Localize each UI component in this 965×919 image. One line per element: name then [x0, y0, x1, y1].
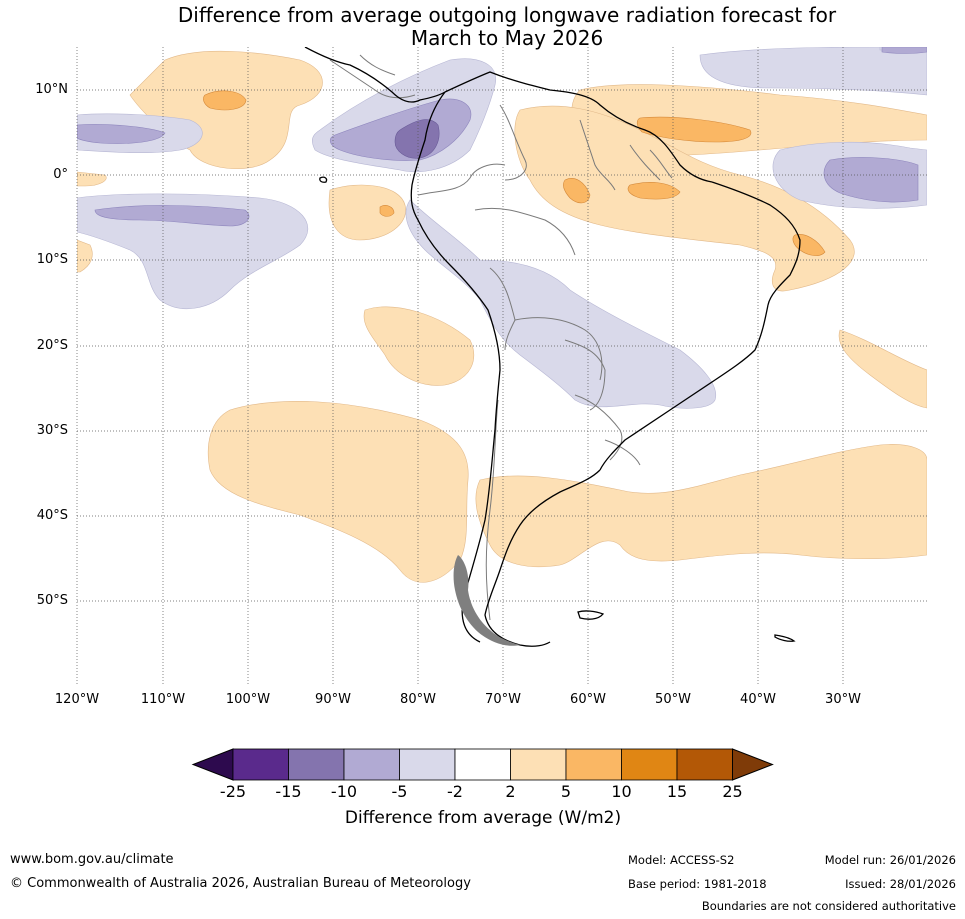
- colorbar-tick-9: 15: [666, 782, 688, 801]
- lat-label-50s: 50°S: [36, 593, 68, 608]
- anomaly-field: [77, 47, 927, 583]
- coast-galapagos: [319, 176, 328, 183]
- lat-label-0: 0°: [53, 167, 68, 182]
- coast-caribbean: [444, 71, 713, 183]
- title-line-2: March to May 2026: [410, 26, 604, 50]
- border-bolivia-brazil: [514, 317, 603, 381]
- border-uruguay: [604, 439, 641, 466]
- colorbar-bin-8: [621, 748, 678, 781]
- anomaly-negative-atlantic-north: [699, 47, 927, 96]
- map-title: Difference from average outgoing longwav…: [77, 4, 937, 50]
- border-argentina-brazil: [574, 394, 623, 461]
- lat-label-20s: 20°S: [36, 338, 68, 353]
- anomaly-negative-central-south-america: [405, 199, 717, 409]
- border-venezuela-colombia: [499, 104, 527, 181]
- colorbar-arrow-high: [732, 748, 774, 781]
- border-central-america: [329, 54, 416, 99]
- border-venezuela-guyana: [579, 119, 616, 191]
- lat-label-30s: 30°S: [36, 423, 68, 438]
- tierra-del-fuego: [453, 555, 520, 646]
- border-argentina-chile: [485, 399, 499, 621]
- anomaly-positive-amazon: [514, 105, 855, 292]
- anomaly-positive-strong-pacific: [203, 90, 247, 111]
- anomaly-positive-east-pacific-edge: [77, 239, 93, 273]
- colorbar-tick-1: -25: [219, 782, 247, 801]
- anomaly-negative-pacific-equatorial: [77, 193, 309, 310]
- colorbar-arrow-low: [191, 748, 234, 781]
- anomaly-positive-strong-pacific-small: [379, 205, 395, 217]
- country-borders: [329, 54, 673, 621]
- lat-label-10n: 10°N: [35, 82, 68, 97]
- colorbar-bin-3: [343, 748, 400, 781]
- colorbar-tick-5: -2: [447, 782, 463, 801]
- graticule: [76, 47, 927, 685]
- colorbar-tick-6: 2: [505, 782, 516, 801]
- lon-label-30w: 30°W: [825, 692, 861, 707]
- colorbar-tick-10: 25: [722, 782, 743, 801]
- lon-label-60w: 60°W: [570, 692, 606, 707]
- southern-islands: [453, 555, 520, 646]
- colorbar-tick-2: -15: [275, 782, 302, 801]
- lon-label-80w: 80°W: [400, 692, 436, 707]
- anomaly-positive-south-atlantic: [475, 444, 927, 568]
- anomaly-positive-strong-guianas: [563, 178, 591, 204]
- anomaly-positive-brazil-coast: [838, 329, 927, 409]
- footer-website: www.bom.gov.au/climate: [10, 852, 174, 867]
- anomaly-moderate-pacific-north: [77, 124, 166, 144]
- coast-pacific-south-america: [410, 91, 501, 643]
- lon-label-120w: 120°W: [54, 692, 100, 707]
- lat-label-10s: 10°S: [36, 252, 68, 267]
- footer-model: Model: ACCESS-S2: [628, 853, 735, 867]
- footer-issued: Issued: 28/01/2026: [845, 877, 956, 891]
- colorbar-bin-9: [676, 748, 733, 781]
- border-peru-brazil: [474, 207, 576, 256]
- border-colombia-ecuador-peru: [417, 163, 506, 196]
- border-paraguay: [564, 339, 606, 411]
- coast-south-georgia: [774, 634, 796, 642]
- colorbar-bin-6: [510, 748, 567, 781]
- lon-label-40w: 40°W: [740, 692, 776, 707]
- colorbar-bin-5: [454, 748, 511, 781]
- title-line-1: Difference from average outgoing longwav…: [177, 3, 837, 27]
- colorbar-bin-1: [232, 748, 289, 781]
- coast-central-america: [304, 47, 446, 103]
- colorbar-title: Difference from average (W/m2): [344, 808, 622, 828]
- lon-label-70w: 70°W: [485, 692, 521, 707]
- coast-falklands: [577, 610, 605, 620]
- anomaly-positive-strong-amazon-mouth: [627, 182, 681, 200]
- anomaly-positive-pacific-equatorial: [328, 184, 406, 241]
- coast-northeast-brazil: [711, 181, 801, 306]
- coast-southeast-brazil: [599, 304, 769, 471]
- lon-label-100w: 100°W: [225, 692, 271, 707]
- anomaly-positive-pacific-south: [363, 306, 475, 386]
- colorbar-bin-2: [288, 748, 345, 781]
- colorbar: [191, 748, 774, 781]
- lon-label-110w: 110°W: [140, 692, 186, 707]
- colorbar-tick-8: 10: [611, 782, 632, 801]
- anomaly-positive-strong-ne-brazil: [792, 234, 826, 256]
- colorbar-bin-4: [399, 748, 456, 781]
- anomaly-moderate-north-atlantic: [881, 47, 927, 54]
- footer-boundaries-note: Boundaries are not considered authoritat…: [701, 899, 956, 913]
- lat-label-40s: 40°S: [36, 508, 68, 523]
- colorbar-tick-4: -5: [391, 782, 408, 801]
- footer-model-run: Model run: 26/01/2026: [824, 853, 956, 867]
- colorbar-tick-3: -10: [330, 782, 358, 801]
- border-guianas: [629, 144, 673, 181]
- lon-label-50w: 50°W: [655, 692, 691, 707]
- colorbar-tick-7: 5: [560, 782, 572, 801]
- colorbar-bin-7: [565, 748, 622, 781]
- footer-base-period: Base period: 1981-2018: [628, 877, 767, 891]
- anomaly-positive-south-pacific-large: [207, 401, 469, 583]
- footer-copyright: © Commonwealth of Australia 2026, Austra…: [10, 876, 471, 891]
- lon-label-90w: 90°W: [315, 692, 351, 707]
- anomaly-positive-east-pacific-patch: [77, 171, 107, 187]
- anomaly-moderate-pacific-equatorial: [94, 205, 250, 227]
- anomaly-moderate-atlantic: [823, 157, 919, 203]
